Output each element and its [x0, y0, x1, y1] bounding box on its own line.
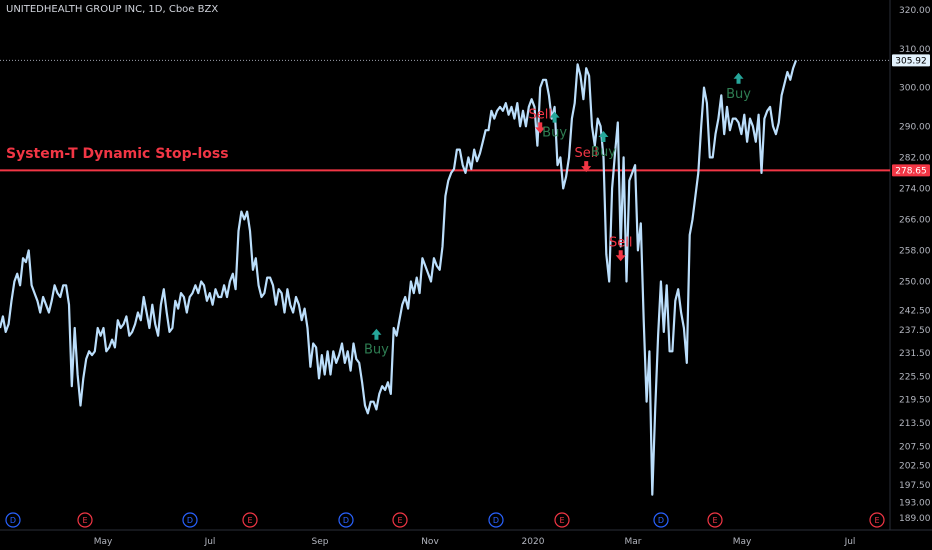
- dividend-marker: [488, 512, 504, 528]
- earnings-marker: [707, 512, 723, 528]
- dividend-marker: [338, 512, 354, 528]
- earnings-marker-label: E: [559, 516, 564, 525]
- y-tick-label: 290.00: [899, 122, 931, 132]
- earnings-marker: [554, 512, 570, 528]
- earnings-marker-label: E: [397, 516, 402, 525]
- buy-signal-label: Buy: [364, 343, 389, 358]
- sell-arrow-icon: [581, 161, 592, 173]
- x-tick-label: Jul: [844, 537, 856, 547]
- y-tick-label: 242.50: [899, 307, 931, 317]
- earnings-marker-label: E: [874, 516, 879, 525]
- sell-signal-label: Sell: [529, 107, 552, 122]
- earnings-marker: [392, 512, 408, 528]
- chart-title: UNITEDHEALTH GROUP INC, 1D, Cboe BZX: [6, 4, 219, 15]
- x-tick-label: Mar: [625, 537, 642, 547]
- current-price-badge: 305.92: [895, 56, 927, 66]
- dividend-marker-label: D: [10, 516, 16, 525]
- buy-arrow-icon: [733, 72, 744, 84]
- y-tick-label: 213.50: [899, 419, 931, 429]
- y-tick-label: 274.00: [899, 184, 931, 194]
- current-price-badge-bg: [892, 54, 930, 67]
- buy-arrow-icon: [598, 130, 609, 142]
- dividend-marker-label: D: [343, 516, 349, 525]
- earnings-marker-label: E: [712, 516, 717, 525]
- y-tick-label: 219.50: [899, 396, 931, 406]
- sell-signal-label: Sell: [609, 235, 632, 250]
- buy-arrow-icon: [371, 328, 382, 340]
- earnings-marker: [77, 512, 93, 528]
- sell-arrow-icon: [535, 122, 546, 134]
- y-tick-label: 300.00: [899, 84, 931, 94]
- y-tick-label: 266.00: [899, 215, 931, 225]
- y-tick-label: 310.00: [899, 45, 931, 55]
- y-tick-label: 207.50: [899, 442, 931, 452]
- x-tick-label: May: [733, 537, 752, 547]
- dividend-marker-label: D: [187, 516, 193, 525]
- y-tick-label: 250.00: [899, 277, 931, 287]
- earnings-marker-label: E: [82, 516, 87, 525]
- x-tick-label: 2020: [522, 537, 545, 547]
- dividend-marker-label: D: [658, 516, 664, 525]
- buy-signal-label: Buy: [726, 87, 751, 102]
- x-tick-label: Nov: [421, 537, 439, 547]
- stop-loss-badge: 278.65: [895, 166, 927, 176]
- dividend-marker: [182, 512, 198, 528]
- sell-signal-label: Sell: [574, 146, 597, 161]
- buy-signal-label: Buy: [542, 126, 567, 141]
- dividend-marker: [653, 512, 669, 528]
- earnings-marker-label: E: [247, 516, 252, 525]
- y-tick-label: 282.00: [899, 153, 931, 163]
- stop-loss-badge-bg: [892, 164, 930, 177]
- buy-signal-label: Buy: [591, 145, 616, 160]
- y-tick-label: 237.50: [899, 326, 931, 336]
- y-tick-label: 202.50: [899, 462, 931, 472]
- x-tick-label: May: [94, 537, 113, 547]
- x-tick-label: Sep: [312, 537, 329, 547]
- price-series-line: [0, 60, 798, 496]
- dividend-marker-label: D: [493, 516, 499, 525]
- x-tick-label: Jul: [204, 537, 216, 547]
- y-tick-label: 197.50: [899, 481, 931, 491]
- y-tick-label: 189.00: [899, 514, 931, 524]
- earnings-marker: [242, 512, 258, 528]
- dividend-marker: [5, 512, 21, 528]
- y-tick-label: 320.00: [899, 6, 931, 16]
- y-tick-label: 225.50: [899, 372, 931, 382]
- y-tick-label: 231.50: [899, 349, 931, 359]
- sell-arrow-icon: [615, 250, 626, 262]
- buy-arrow-icon: [549, 111, 560, 123]
- y-tick-label: 258.00: [899, 246, 931, 256]
- earnings-marker: [869, 512, 885, 528]
- y-tick-label: 193.00: [899, 498, 931, 508]
- stop-loss-annotation: System-T Dynamic Stop-loss: [6, 146, 229, 162]
